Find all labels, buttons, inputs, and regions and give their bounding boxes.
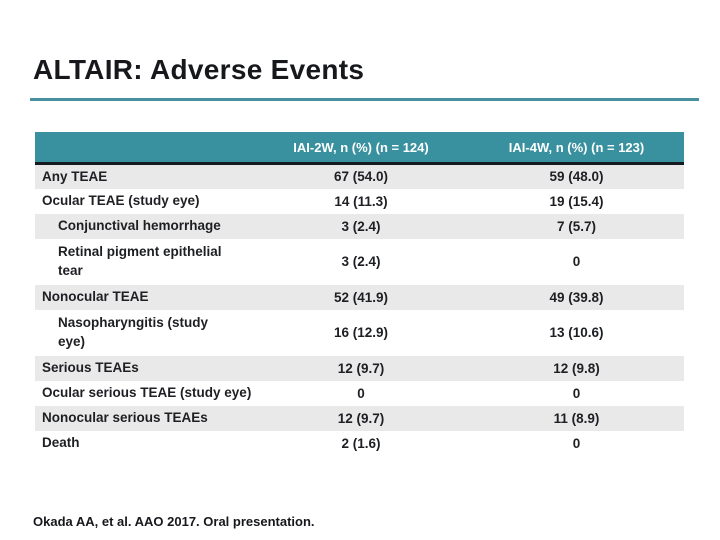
table-row-nonocular-teae: Nonocular TEAE 52 (41.9) 49 (39.8) xyxy=(35,284,684,310)
row-value-iai2w: 3 (2.4) xyxy=(341,218,381,234)
row-label: Nasopharyngitis (study eye) xyxy=(58,315,209,349)
table-row-nonocular-serious-teaes: Nonocular serious TEAEs 12 (9.7) 11 (8.9… xyxy=(35,405,684,431)
row-label: Conjunctival hemorrhage xyxy=(58,217,221,233)
adverse-events-table: IAI-2W, n (%) (n = 124) IAI-4W, n (%) (n… xyxy=(35,132,684,456)
row-value-iai4w: 0 xyxy=(572,254,581,269)
row-value-iai2w: 12 (9.7) xyxy=(337,410,385,426)
table-row-any-teae: Any TEAE 67 (54.0) 59 (48.0) xyxy=(35,163,684,189)
header-empty-cell xyxy=(35,132,253,165)
table-row-retinal-pigment-epithelial-tear: Retinal pigment epithelial tear 3 (2.4) … xyxy=(35,238,684,285)
row-label: Retinal pigment epithelial tear xyxy=(58,244,222,278)
header-iai-2w: IAI-2W, n (%) (n = 124) xyxy=(253,132,469,165)
row-label: Nonocular TEAE xyxy=(42,288,149,304)
table-row-ocular-teae: Ocular TEAE (study eye) 14 (11.3) 19 (15… xyxy=(35,188,684,214)
row-label: Ocular TEAE (study eye) xyxy=(42,192,200,208)
row-value-iai4w: 0 xyxy=(572,435,581,451)
row-label: Ocular serious TEAE (study eye) xyxy=(42,384,252,400)
title-underline xyxy=(30,98,699,101)
row-value-iai4w: 11 (8.9) xyxy=(553,410,600,426)
row-value-iai2w: 16 (12.9) xyxy=(333,325,389,340)
row-value-iai2w: 12 (9.7) xyxy=(337,360,385,376)
row-value-iai2w: 2 (1.6) xyxy=(341,435,381,451)
table-row-serious-teaes: Serious TEAEs 12 (9.7) 12 (9.8) xyxy=(35,355,684,381)
row-label: Nonocular serious TEAEs xyxy=(42,409,208,425)
table-row-ocular-serious-teae: Ocular serious TEAE (study eye) 0 0 xyxy=(35,380,684,406)
table-header-row: IAI-2W, n (%) (n = 124) IAI-4W, n (%) (n… xyxy=(35,132,684,165)
row-value-iai2w: 0 xyxy=(357,385,365,401)
row-value-iai4w: 7 (5.7) xyxy=(556,218,597,234)
page-title: ALTAIR: Adverse Events xyxy=(33,54,365,85)
row-value-iai4w: 49 (39.8) xyxy=(549,289,604,305)
row-value-iai2w: 52 (41.9) xyxy=(333,289,389,305)
row-value-iai4w: 19 (15.4) xyxy=(549,193,604,209)
row-value-iai2w: 67 (54.0) xyxy=(333,169,389,185)
header-iai-4w: IAI-4W, n (%) (n = 123) xyxy=(469,132,684,165)
table-row-nasopharyngitis: Nasopharyngitis (study eye) 16 (12.9) 13… xyxy=(35,309,684,356)
row-value-iai4w: 0 xyxy=(572,385,581,401)
row-label: Serious TEAEs xyxy=(42,359,139,375)
citation: Okada AA, et al. AAO 2017. Oral presenta… xyxy=(33,514,315,529)
table-row-death: Death 2 (1.6) 0 xyxy=(35,430,684,456)
row-value-iai4w: 12 (9.8) xyxy=(553,360,600,376)
row-value-iai2w: 14 (11.3) xyxy=(334,193,388,209)
row-value-iai4w: 59 (48.0) xyxy=(549,169,604,185)
row-value-iai4w: 13 (10.6) xyxy=(549,325,604,340)
row-label: Death xyxy=(42,434,80,450)
table-row-conjunctival-hemorrhage: Conjunctival hemorrhage 3 (2.4) 7 (5.7) xyxy=(35,213,684,239)
row-label: Any TEAE xyxy=(42,168,108,184)
row-value-iai2w: 3 (2.4) xyxy=(341,254,381,269)
